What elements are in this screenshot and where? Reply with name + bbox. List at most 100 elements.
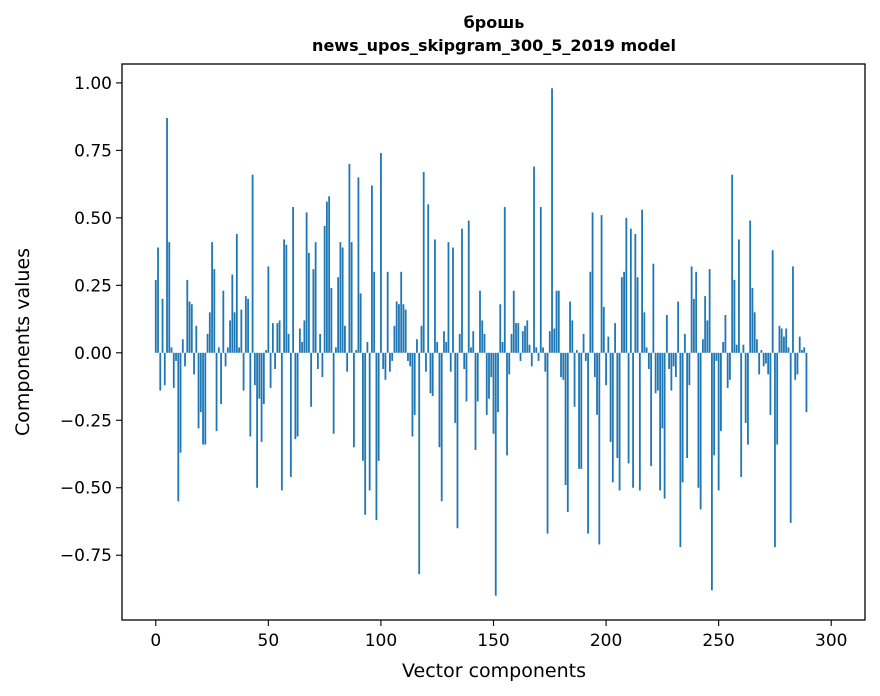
bar bbox=[323, 225, 326, 353]
bar bbox=[789, 352, 792, 523]
bar bbox=[760, 350, 763, 353]
bar bbox=[623, 271, 625, 353]
bar bbox=[803, 347, 806, 353]
bar bbox=[584, 352, 587, 361]
bar bbox=[341, 247, 344, 353]
bar bbox=[285, 244, 288, 353]
bar bbox=[224, 352, 227, 367]
bar bbox=[672, 352, 675, 367]
bar bbox=[690, 266, 693, 353]
bar bbox=[413, 352, 416, 415]
bar bbox=[483, 333, 486, 353]
bar bbox=[436, 342, 439, 353]
bar bbox=[260, 352, 263, 442]
bar bbox=[280, 352, 283, 491]
bar bbox=[605, 352, 607, 386]
x-tick-label: 300 bbox=[815, 631, 847, 651]
bar bbox=[242, 352, 245, 391]
bar bbox=[163, 352, 166, 386]
bar bbox=[787, 347, 790, 353]
bar bbox=[643, 312, 646, 353]
bar bbox=[488, 352, 490, 399]
x-tick-label: 200 bbox=[590, 631, 622, 651]
bar bbox=[551, 88, 553, 353]
bar bbox=[654, 352, 657, 394]
bar bbox=[634, 234, 637, 353]
bar bbox=[611, 352, 614, 483]
bar bbox=[494, 352, 497, 596]
y-tick-label: 0.00 bbox=[74, 344, 112, 364]
bar bbox=[373, 271, 376, 353]
bar bbox=[222, 290, 225, 353]
bar bbox=[722, 342, 725, 353]
bar bbox=[319, 333, 322, 353]
bar bbox=[456, 352, 459, 529]
chart-title-line2: news_upos_skipgram_300_5_2019 model bbox=[312, 36, 676, 55]
bar bbox=[521, 331, 524, 353]
bar bbox=[407, 352, 409, 361]
bar bbox=[461, 228, 463, 353]
bar bbox=[562, 352, 565, 380]
bar bbox=[249, 352, 252, 437]
bar bbox=[458, 333, 461, 353]
bar bbox=[177, 352, 180, 502]
bar bbox=[391, 352, 394, 361]
bar bbox=[602, 306, 605, 353]
bar bbox=[470, 347, 472, 353]
bar bbox=[753, 312, 756, 353]
bar bbox=[226, 347, 229, 353]
bar bbox=[389, 352, 391, 372]
bar bbox=[663, 352, 666, 499]
bar bbox=[276, 323, 279, 353]
bar bbox=[339, 242, 342, 353]
y-tick-label: 0.75 bbox=[74, 141, 112, 161]
x-tick-label: 0 bbox=[150, 631, 161, 651]
bar bbox=[715, 352, 718, 361]
bar bbox=[731, 174, 734, 353]
bar bbox=[235, 234, 238, 353]
bar bbox=[371, 185, 373, 353]
bar bbox=[683, 333, 686, 353]
bar bbox=[704, 296, 707, 353]
bar bbox=[499, 304, 502, 353]
bar bbox=[512, 290, 515, 353]
bar bbox=[418, 352, 421, 575]
bar bbox=[679, 352, 682, 548]
bar bbox=[454, 352, 457, 423]
bar bbox=[476, 352, 479, 402]
bar bbox=[724, 315, 727, 353]
y-tick-label: −0.25 bbox=[60, 411, 112, 431]
bar bbox=[517, 323, 520, 353]
bar bbox=[296, 352, 299, 437]
bar bbox=[501, 342, 504, 353]
bar bbox=[519, 352, 522, 361]
bar bbox=[537, 352, 540, 361]
bar bbox=[557, 290, 560, 353]
bar bbox=[758, 352, 761, 375]
bar bbox=[172, 352, 175, 388]
bar bbox=[452, 247, 454, 353]
bar bbox=[420, 325, 423, 353]
bar bbox=[463, 352, 466, 369]
bar bbox=[717, 352, 720, 491]
bar bbox=[294, 352, 297, 440]
bar bbox=[447, 242, 450, 353]
bar bbox=[438, 352, 441, 448]
bar bbox=[765, 352, 767, 364]
bar bbox=[742, 344, 745, 353]
bar bbox=[530, 352, 533, 367]
bar bbox=[632, 352, 634, 488]
y-tick-label: −0.50 bbox=[60, 479, 112, 499]
bar bbox=[587, 352, 589, 534]
bar bbox=[620, 277, 623, 353]
bar bbox=[744, 352, 747, 423]
bar bbox=[386, 271, 389, 353]
bar bbox=[240, 309, 243, 353]
bar bbox=[767, 352, 770, 375]
bar bbox=[720, 352, 722, 432]
bar bbox=[179, 352, 182, 453]
bar bbox=[575, 350, 578, 353]
bar bbox=[314, 242, 317, 353]
bar bbox=[524, 325, 526, 353]
bar bbox=[515, 323, 517, 353]
